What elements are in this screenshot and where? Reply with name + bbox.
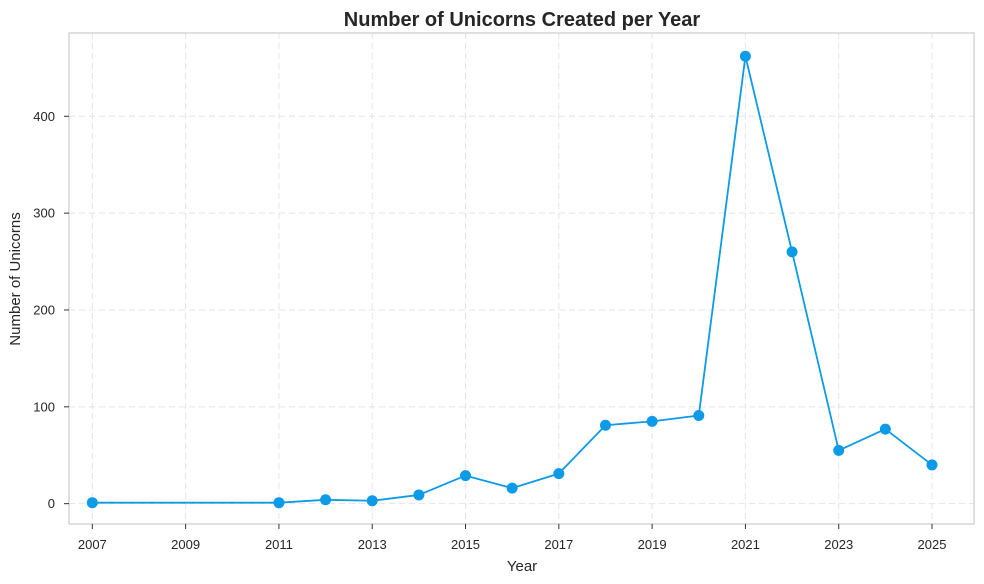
data-point	[833, 444, 845, 456]
data-point	[553, 468, 565, 480]
series-line	[92, 55, 933, 504]
y-tick-label: 0	[48, 496, 55, 511]
y-tick-label: 400	[33, 109, 55, 124]
data-point	[786, 246, 798, 258]
data-point	[86, 497, 98, 509]
x-tick-label: 2011	[265, 537, 293, 552]
chart-title: Number of Unicorns Created per Year	[344, 9, 701, 31]
x-tick-label: 2007	[78, 537, 107, 552]
x-tick-label: 2009	[171, 537, 200, 552]
x-tick-label: 2019	[638, 537, 667, 552]
data-point	[646, 415, 658, 427]
data-point	[599, 419, 611, 431]
axis-ticks: 2007 2009 2011 2013 2015 2017 2019 2021 2023 2025…	[33, 109, 946, 552]
data-point	[366, 495, 378, 507]
data-point	[739, 50, 751, 62]
x-tick-label: 2025	[918, 537, 947, 552]
x-tick-label: 2015	[451, 537, 480, 552]
data-point	[693, 410, 705, 422]
data-point	[413, 489, 425, 501]
y-tick-label: 200	[33, 302, 55, 317]
x-axis-label: Year	[507, 558, 537, 575]
plot-area	[68, 32, 975, 525]
data-point	[506, 482, 518, 494]
y-tick-label: 300	[33, 206, 55, 221]
x-tick-label: 2021	[731, 537, 760, 552]
data-point	[926, 459, 938, 471]
data-point	[879, 423, 891, 435]
y-axis-label: Number of Unicorns	[7, 212, 24, 345]
x-tick-label: 2017	[544, 537, 573, 552]
x-tick-label: 2023	[824, 537, 853, 552]
grid	[69, 33, 974, 524]
y-tick-label: 100	[33, 399, 55, 414]
data-point	[320, 494, 332, 506]
x-tick-label: 2013	[358, 537, 387, 552]
data-points	[86, 50, 938, 509]
data-point	[273, 497, 285, 509]
series-line-group	[92, 55, 933, 504]
data-point	[460, 470, 472, 482]
